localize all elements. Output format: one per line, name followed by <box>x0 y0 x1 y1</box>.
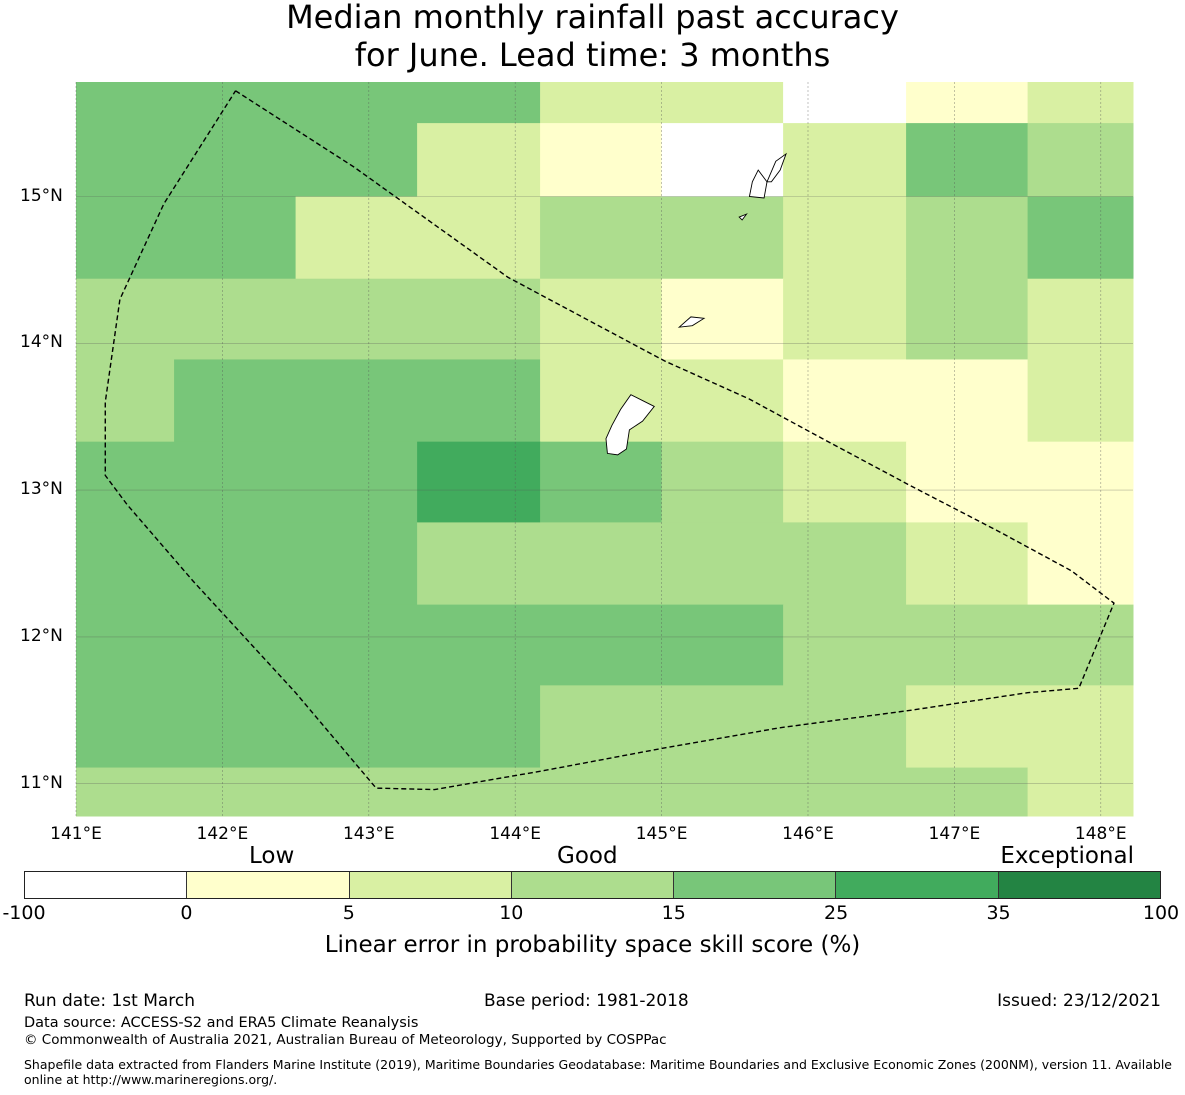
legend-category-good: Good <box>557 843 618 869</box>
grid-cell <box>540 278 663 360</box>
colorbar-tick-label: 10 <box>499 902 524 924</box>
data-source: Data source: ACCESS-S2 and ERA5 Climate … <box>24 1015 419 1031</box>
grid-cell <box>783 278 907 360</box>
grid-cell <box>76 278 541 360</box>
grid-cell <box>783 604 1134 686</box>
grid-cell <box>540 441 663 523</box>
colorbar-tick-label: 100 <box>1142 902 1180 924</box>
colorbar-segment <box>836 872 999 898</box>
chart-title-line2: for June. Lead time: 3 months <box>354 36 831 74</box>
grid-cell <box>76 196 297 280</box>
colorbar-tick-label: 5 <box>342 902 355 924</box>
grid-cell <box>661 441 784 523</box>
grid-cell <box>295 196 541 280</box>
longitude-tick-label: 146°E <box>782 824 834 844</box>
grid-cell <box>1027 278 1134 360</box>
grid-cell <box>1027 123 1134 198</box>
grid-cell <box>906 522 1029 606</box>
grid-cell <box>1027 82 1134 124</box>
grid-cell <box>906 82 1029 124</box>
grid-cell <box>540 685 907 769</box>
island-outline <box>605 394 655 456</box>
base-period: Base period: 1981-2018 <box>484 991 689 1011</box>
chart-title-line1: Median monthly rainfall past accuracy <box>286 0 899 36</box>
longitude-tick-label: 142°E <box>196 824 249 844</box>
colorbar-segment <box>511 872 675 898</box>
latitude-tick-label: 14°N <box>20 332 63 353</box>
grid-cell <box>540 123 663 198</box>
grid-cell <box>76 767 1029 817</box>
grid-cell <box>661 278 784 360</box>
grid-cell <box>906 196 1029 280</box>
colorbar-tick-label: -100 <box>2 902 46 924</box>
colorbar-segment <box>674 872 837 898</box>
grid-cell <box>1027 359 1134 443</box>
grid-cell <box>76 82 418 124</box>
latitude-tick-label: 12°N <box>20 625 63 646</box>
colorbar-segment <box>187 872 350 898</box>
longitude-tick-label: 144°E <box>489 824 542 844</box>
latitude-tick-label: 15°N <box>20 185 63 206</box>
grid-cell <box>76 441 418 523</box>
island-outline <box>738 213 748 221</box>
grid-cell <box>76 123 418 198</box>
grid-cell <box>540 359 784 443</box>
grid-cell <box>76 685 541 769</box>
longitude-tick-label: 143°E <box>342 824 395 844</box>
colorbar <box>24 871 1161 899</box>
grid-cell <box>1027 522 1134 606</box>
grid-cell <box>783 359 1029 443</box>
longitude-tick-label: 145°E <box>635 824 688 844</box>
colorbar-label: Linear error in probability space skill … <box>324 932 861 958</box>
grid-cell <box>783 196 907 280</box>
issued-date: Issued: 23/12/2021 <box>997 991 1161 1011</box>
grid-cell <box>906 685 1134 769</box>
colorbar-tick-label: 0 <box>180 902 193 924</box>
grid-cell <box>76 359 175 443</box>
colorbar-segment <box>349 872 512 898</box>
grid-cell <box>906 123 1029 198</box>
eez-boundary <box>104 90 1115 791</box>
longitude-tick-label: 141°E <box>50 824 102 844</box>
longitude-tick-label: 148°E <box>1074 824 1127 844</box>
shapefile-credit: Shapefile data extracted from Flanders M… <box>24 1057 1172 1087</box>
grid-cell <box>1027 767 1134 817</box>
colorbar-tick-label: 25 <box>824 902 849 924</box>
grid-cell <box>76 522 418 606</box>
longitude-tick-label: 147°E <box>928 824 981 844</box>
latitude-tick-label: 11°N <box>20 772 63 793</box>
grid-cell <box>783 82 907 124</box>
grid-cell <box>417 123 541 198</box>
colorbar-tick-label: 15 <box>661 902 686 924</box>
grid-cell <box>417 82 541 124</box>
colorbar-segment <box>998 872 1160 898</box>
island-outline <box>748 169 768 199</box>
legend-category-exceptional: Exceptional <box>1000 843 1134 869</box>
run-date: Run date: 1st March <box>24 991 196 1011</box>
grid-cell <box>76 604 784 686</box>
island-outline <box>766 152 787 183</box>
grid-cell <box>783 441 907 523</box>
grid-cell <box>783 123 907 198</box>
legend-category-low: Low <box>249 843 295 869</box>
grid-cell <box>417 441 541 523</box>
grid-cell <box>906 441 1134 523</box>
colorbar-segment <box>25 872 188 898</box>
copyright: © Commonwealth of Australia 2021, Austra… <box>24 1032 667 1048</box>
grid-cell <box>1027 196 1134 280</box>
island-outline <box>677 316 706 328</box>
skill-score-map <box>75 82 1134 817</box>
grid-cell <box>906 278 1029 360</box>
colorbar-tick-label: 35 <box>986 902 1011 924</box>
grid-cell <box>174 359 541 443</box>
latitude-tick-label: 13°N <box>20 479 63 500</box>
